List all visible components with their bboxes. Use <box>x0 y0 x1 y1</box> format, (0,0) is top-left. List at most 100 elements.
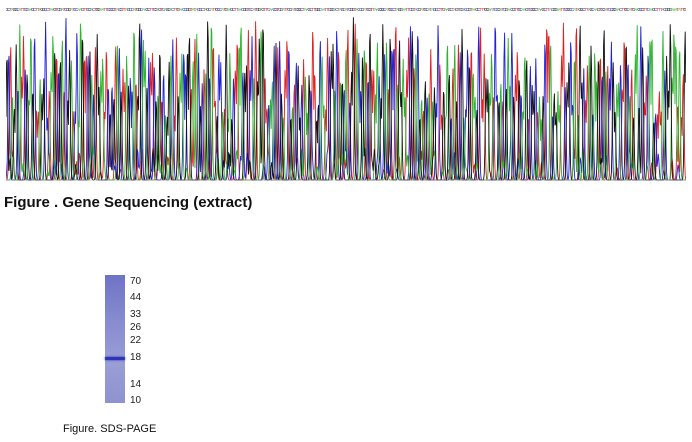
base-call: C <box>464 7 467 12</box>
base-call: A <box>192 7 195 12</box>
base-call: G <box>81 7 84 12</box>
base-call: G <box>13 7 16 12</box>
base-call: T <box>324 7 327 12</box>
base-call: A <box>522 7 525 12</box>
base-call: A <box>649 7 652 12</box>
base-call: G <box>317 7 320 12</box>
base-call: A <box>540 7 543 12</box>
base-call: A <box>523 7 526 12</box>
base-call: C <box>551 7 554 12</box>
base-call: T <box>606 7 609 12</box>
base-call: T <box>124 7 127 12</box>
base-call: C <box>564 7 567 12</box>
base-call: A <box>221 7 224 12</box>
base-call: T <box>72 7 75 12</box>
base-call: G <box>138 7 141 12</box>
base-call: T <box>682 7 685 12</box>
base-call: T <box>536 7 539 12</box>
base-call: T <box>247 7 250 12</box>
base-call: A <box>588 7 591 12</box>
base-call: C <box>319 7 322 12</box>
base-call: T <box>63 7 66 12</box>
base-call: A <box>356 7 359 12</box>
base-call: A <box>577 7 580 12</box>
base-call: T <box>83 7 86 12</box>
base-call: A <box>90 7 93 12</box>
base-call: C <box>118 7 121 12</box>
base-call: G <box>460 7 463 12</box>
base-call: T <box>586 7 589 12</box>
base-call: A <box>444 7 447 12</box>
base-call: T <box>312 7 315 12</box>
base-call: G <box>486 7 489 12</box>
base-call: C <box>391 7 394 12</box>
base-call: T <box>429 7 432 12</box>
base-call: T <box>372 7 375 12</box>
base-call: T <box>114 7 117 12</box>
base-call: A <box>509 7 512 12</box>
base-call: A <box>61 7 64 12</box>
base-call: G <box>88 7 91 12</box>
base-call: G <box>641 7 644 12</box>
base-call: G <box>530 7 533 12</box>
base-call: C <box>7 7 10 12</box>
base-call: A <box>11 7 14 12</box>
base-call: G <box>468 7 471 12</box>
base-call: C <box>571 7 574 12</box>
base-call: C <box>459 7 462 12</box>
base-call: G <box>258 7 261 12</box>
base-call: C <box>232 7 235 12</box>
base-call: A <box>28 7 31 12</box>
base-call: C <box>107 7 110 12</box>
base-call: G <box>567 7 570 12</box>
base-call: A <box>18 7 21 12</box>
base-call: T <box>457 7 460 12</box>
base-call: T <box>547 7 550 12</box>
base-call: A <box>472 7 475 12</box>
base-call: A <box>628 7 631 12</box>
base-call: G <box>167 7 170 12</box>
base-call: A <box>615 7 618 12</box>
base-call: C <box>273 7 276 12</box>
base-call: T <box>9 7 12 12</box>
base-call: T <box>575 7 578 12</box>
base-call: G <box>542 7 545 12</box>
base-call: G <box>518 7 521 12</box>
base-call: A <box>385 7 388 12</box>
base-call: G <box>215 7 218 12</box>
base-call: C <box>131 7 134 12</box>
base-call: G <box>400 7 403 12</box>
base-call: T <box>94 7 97 12</box>
base-call: A <box>125 7 128 12</box>
base-call: C <box>359 7 362 12</box>
base-call: A <box>402 7 405 12</box>
base-call: T <box>481 7 484 12</box>
base-call: G <box>589 7 592 12</box>
base-call: T <box>149 7 152 12</box>
base-call: T <box>407 7 410 12</box>
base-call: C <box>654 7 657 12</box>
base-call: C <box>300 7 303 12</box>
base-call: T <box>302 7 305 12</box>
base-call: A <box>144 7 147 12</box>
base-call: A <box>538 7 541 12</box>
base-call: G <box>31 7 34 12</box>
base-call: T <box>546 7 549 12</box>
base-call: C <box>74 7 77 12</box>
base-call: C <box>544 7 547 12</box>
base-call: A <box>573 7 576 12</box>
base-call: G <box>341 7 344 12</box>
base-call: T <box>264 7 267 12</box>
base-call: G <box>352 7 355 12</box>
base-call: T <box>479 7 482 12</box>
base-call: A <box>321 7 324 12</box>
mw-marker-70: 70 <box>130 276 142 287</box>
base-call: G <box>158 7 161 12</box>
base-call: C <box>503 7 506 12</box>
base-call: T <box>173 7 176 12</box>
base-call: T <box>656 7 659 12</box>
base-call: A <box>291 7 294 12</box>
mw-marker-18: 18 <box>130 352 142 363</box>
base-call: G <box>188 7 191 12</box>
base-call: G <box>296 7 299 12</box>
